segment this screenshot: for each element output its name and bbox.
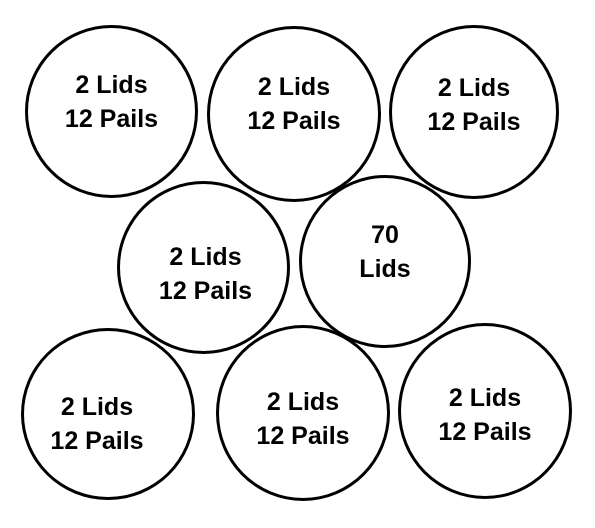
container-line-2: 12 Pails bbox=[158, 276, 253, 305]
container-label: 2 Lids 12 Pails bbox=[50, 390, 143, 458]
container-line-1: 2 Lids bbox=[437, 74, 511, 102]
container-label: 2 Lids 12 Pails bbox=[247, 70, 340, 138]
container-line-2: 12 Pails bbox=[427, 108, 521, 136]
container-line-2: Lids bbox=[359, 254, 411, 283]
container-circle: 2 Lids 12 Pails bbox=[21, 328, 195, 500]
container-circle: 2 Lids 12 Pails bbox=[25, 25, 198, 198]
container-label: 2 Lids 12 Pails bbox=[65, 68, 158, 136]
container-line-2: 12 Pails bbox=[64, 104, 159, 133]
container-label: 2 Lids 12 Pails bbox=[438, 381, 531, 449]
container-line-1: 2 Lids bbox=[257, 73, 331, 101]
container-label: 2 Lids 12 Pails bbox=[427, 71, 520, 139]
container-line-1: 2 Lids bbox=[169, 242, 242, 271]
container-line-1: 2 Lids bbox=[266, 388, 340, 416]
container-line-1: 2 Lids bbox=[60, 393, 134, 421]
container-line-2: 12 Pails bbox=[247, 107, 341, 135]
container-line-1: 2 Lids bbox=[448, 384, 522, 412]
container-line-2: 12 Pails bbox=[438, 418, 532, 446]
container-line-1: 70 bbox=[371, 220, 399, 249]
container-circle: 2 Lids 12 Pails bbox=[398, 323, 572, 499]
container-line-2: 12 Pails bbox=[256, 422, 350, 450]
container-circle: 2 Lids 12 Pails bbox=[389, 25, 559, 199]
container-label: 2 Lids 12 Pails bbox=[256, 385, 349, 453]
container-circle: 70 Lids bbox=[299, 175, 471, 348]
container-label: 2 Lids 12 Pails bbox=[159, 240, 252, 308]
container-circle: 2 Lids 12 Pails bbox=[207, 26, 381, 202]
container-line-1: 2 Lids bbox=[75, 70, 148, 99]
container-circle: 2 Lids 12 Pails bbox=[117, 181, 290, 354]
container-line-2: 12 Pails bbox=[50, 427, 144, 455]
container-circle: 2 Lids 12 Pails bbox=[216, 325, 390, 501]
container-label: 70 Lids bbox=[359, 218, 410, 286]
